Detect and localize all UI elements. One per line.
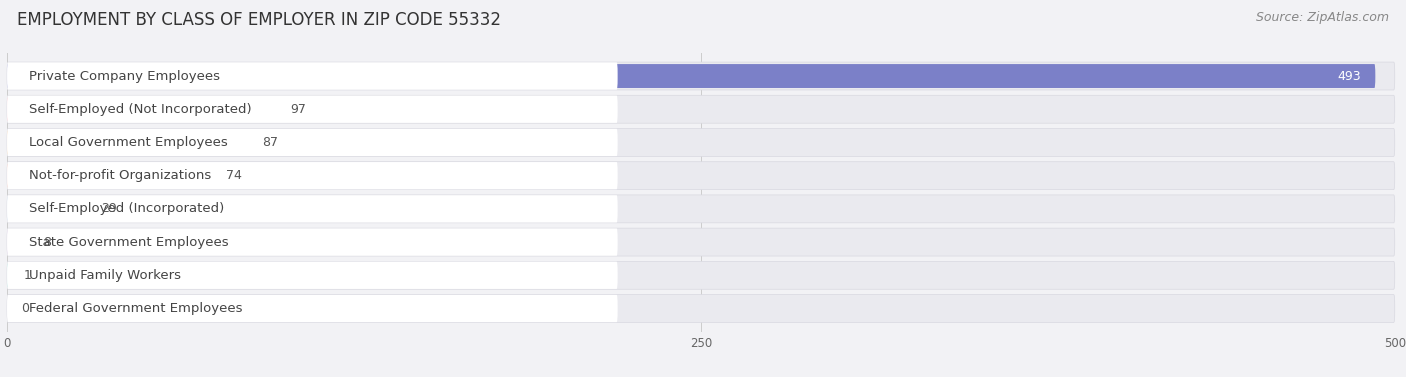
Text: Source: ZipAtlas.com: Source: ZipAtlas.com <box>1256 11 1389 24</box>
FancyBboxPatch shape <box>7 264 10 287</box>
Text: 87: 87 <box>263 136 278 149</box>
FancyBboxPatch shape <box>7 197 87 221</box>
FancyBboxPatch shape <box>7 130 249 155</box>
Text: Private Company Employees: Private Company Employees <box>30 69 221 83</box>
FancyBboxPatch shape <box>7 97 276 121</box>
FancyBboxPatch shape <box>7 294 1395 322</box>
Text: 29: 29 <box>101 202 117 215</box>
Text: Federal Government Employees: Federal Government Employees <box>30 302 243 315</box>
FancyBboxPatch shape <box>7 129 617 156</box>
FancyBboxPatch shape <box>7 295 617 322</box>
Text: Unpaid Family Workers: Unpaid Family Workers <box>30 269 181 282</box>
Text: 8: 8 <box>44 236 51 248</box>
Text: Local Government Employees: Local Government Employees <box>30 136 228 149</box>
Text: 97: 97 <box>290 103 307 116</box>
FancyBboxPatch shape <box>7 261 1395 289</box>
FancyBboxPatch shape <box>7 195 617 222</box>
FancyBboxPatch shape <box>7 162 617 189</box>
Text: 0: 0 <box>21 302 30 315</box>
FancyBboxPatch shape <box>7 228 617 256</box>
Text: 493: 493 <box>1339 69 1361 83</box>
Text: State Government Employees: State Government Employees <box>30 236 229 248</box>
FancyBboxPatch shape <box>7 195 1395 223</box>
Text: EMPLOYMENT BY CLASS OF EMPLOYER IN ZIP CODE 55332: EMPLOYMENT BY CLASS OF EMPLOYER IN ZIP C… <box>17 11 501 29</box>
Text: 1: 1 <box>24 269 31 282</box>
FancyBboxPatch shape <box>7 129 1395 156</box>
Text: Self-Employed (Not Incorporated): Self-Employed (Not Incorporated) <box>30 103 252 116</box>
FancyBboxPatch shape <box>7 64 1375 88</box>
FancyBboxPatch shape <box>7 228 1395 256</box>
FancyBboxPatch shape <box>7 95 1395 123</box>
FancyBboxPatch shape <box>7 63 617 90</box>
FancyBboxPatch shape <box>7 162 1395 190</box>
FancyBboxPatch shape <box>7 230 30 254</box>
FancyBboxPatch shape <box>7 96 617 123</box>
FancyBboxPatch shape <box>7 62 1395 90</box>
Text: Self-Employed (Incorporated): Self-Employed (Incorporated) <box>30 202 225 215</box>
Text: 74: 74 <box>226 169 242 182</box>
Text: Not-for-profit Organizations: Not-for-profit Organizations <box>30 169 211 182</box>
FancyBboxPatch shape <box>7 262 617 289</box>
FancyBboxPatch shape <box>7 164 212 188</box>
